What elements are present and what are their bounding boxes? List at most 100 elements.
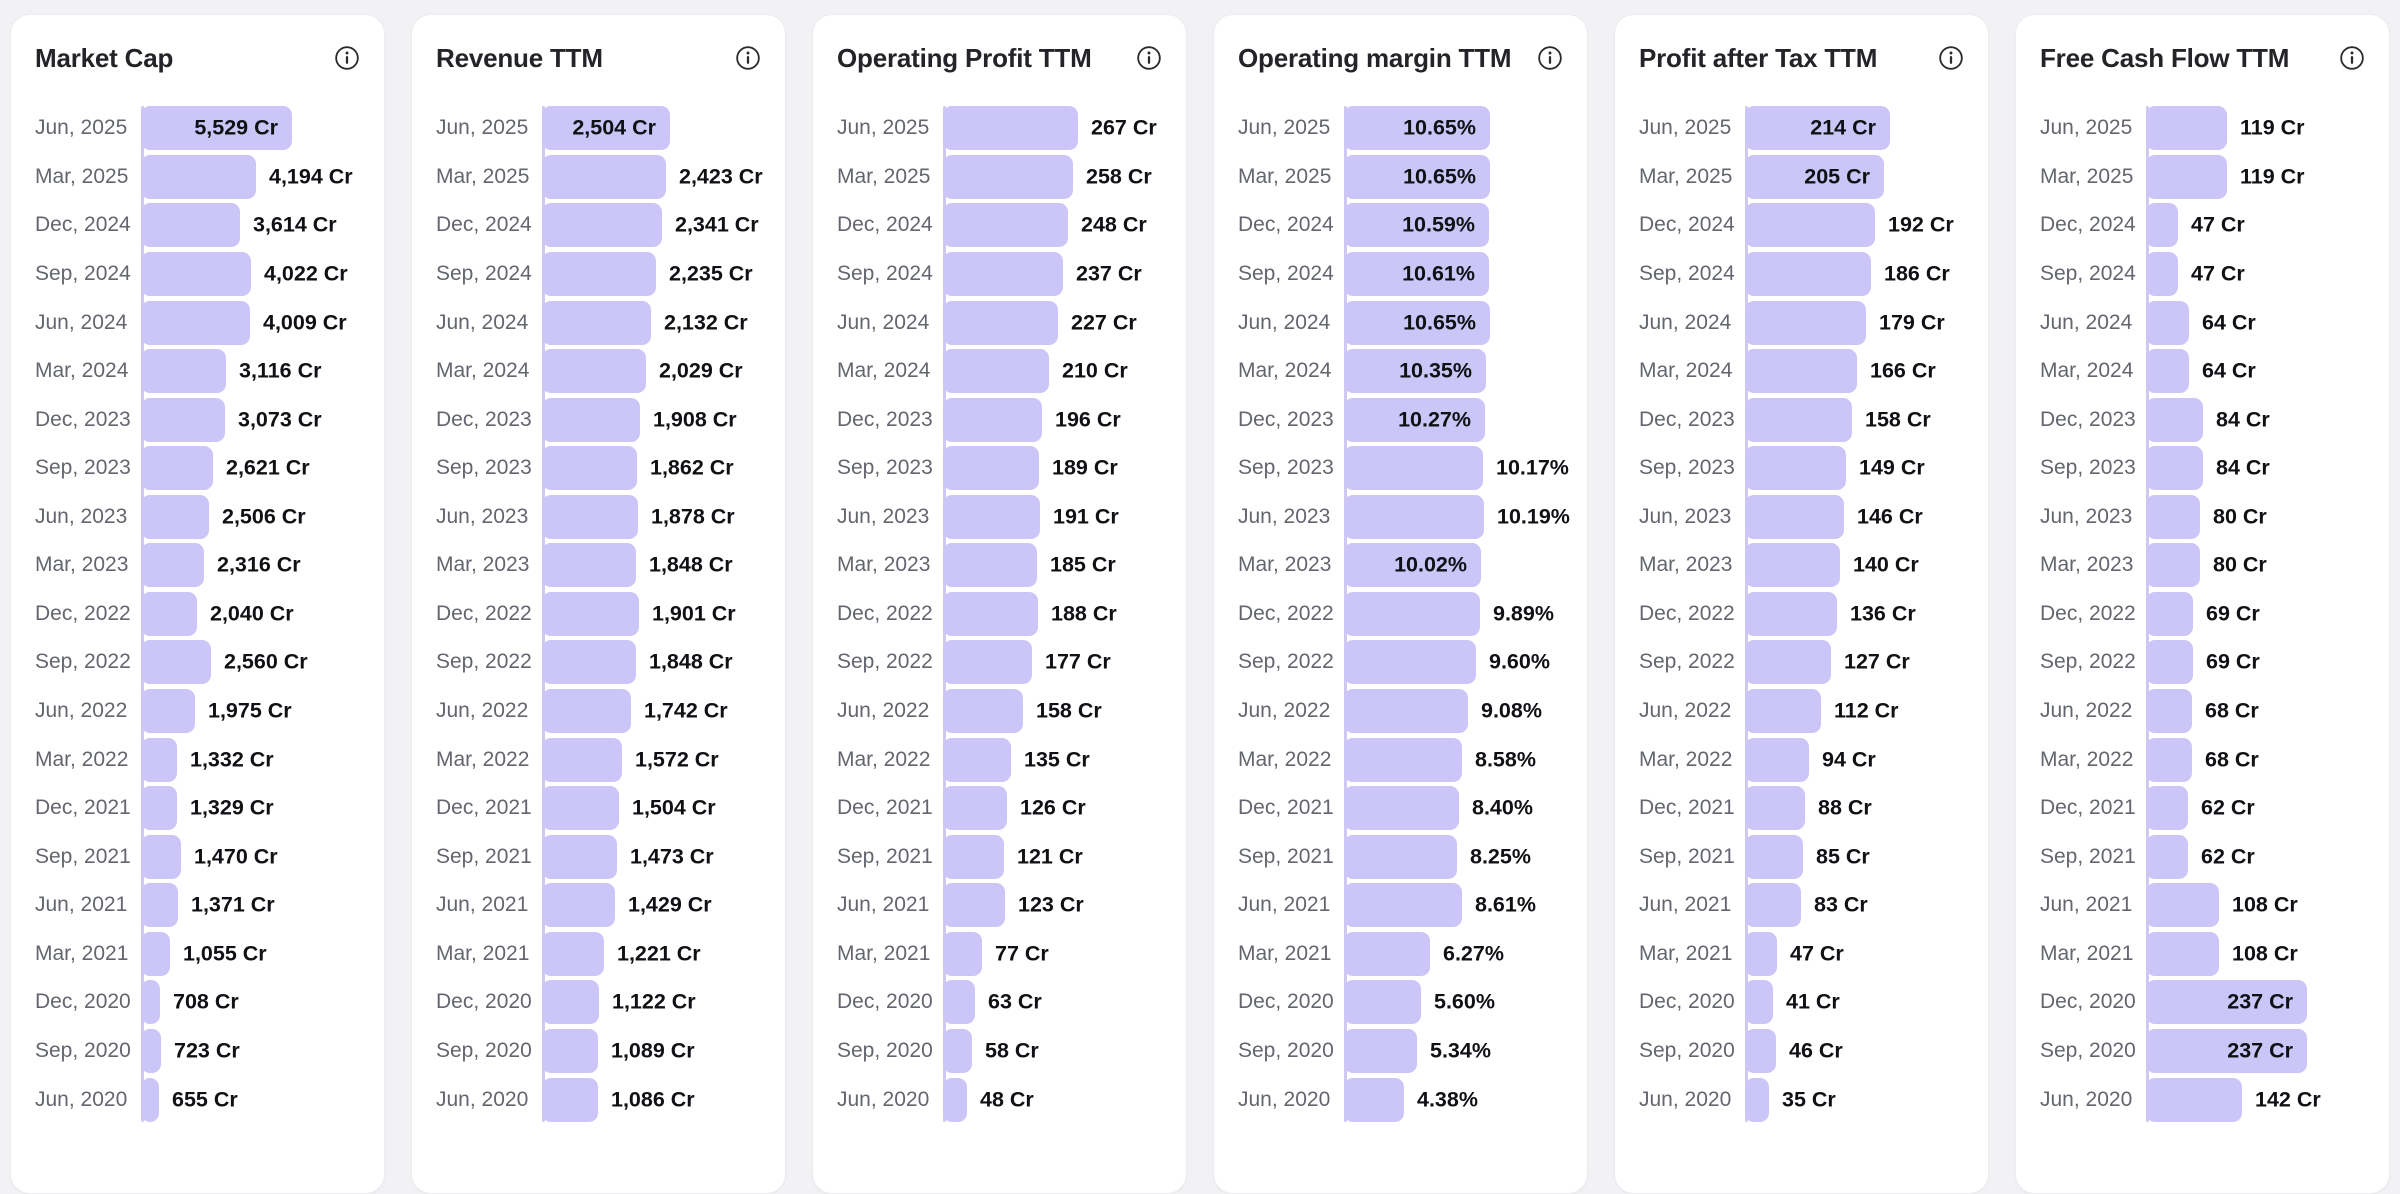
value-bar[interactable]: [1344, 494, 1484, 539]
value-bar[interactable]: [542, 251, 656, 296]
value-bar[interactable]: [141, 446, 213, 491]
value-bar[interactable]: [1344, 106, 1490, 151]
value-bar[interactable]: [2146, 1028, 2307, 1073]
value-bar[interactable]: [1745, 689, 1821, 734]
value-bar[interactable]: [2146, 1077, 2242, 1122]
value-bar[interactable]: [2146, 689, 2192, 734]
value-bar[interactable]: [1344, 203, 1489, 248]
value-bar[interactable]: [2146, 494, 2200, 539]
value-bar[interactable]: [542, 689, 631, 734]
value-bar[interactable]: [542, 931, 604, 976]
value-bar[interactable]: [542, 1028, 598, 1073]
value-bar[interactable]: [542, 397, 640, 442]
value-bar[interactable]: [542, 106, 670, 151]
value-bar[interactable]: [141, 834, 181, 879]
value-bar[interactable]: [542, 300, 651, 345]
value-bar[interactable]: [943, 251, 1063, 296]
value-bar[interactable]: [1344, 300, 1490, 345]
value-bar[interactable]: [2146, 834, 2188, 879]
value-bar[interactable]: [1745, 640, 1831, 685]
info-icon[interactable]: [1537, 45, 1563, 71]
value-bar[interactable]: [2146, 786, 2188, 831]
value-bar[interactable]: [141, 1028, 161, 1073]
value-bar[interactable]: [1745, 834, 1803, 879]
value-bar[interactable]: [943, 494, 1040, 539]
value-bar[interactable]: [1745, 300, 1866, 345]
value-bar[interactable]: [1745, 543, 1840, 588]
value-bar[interactable]: [141, 737, 177, 782]
value-bar[interactable]: [1344, 154, 1490, 199]
value-bar[interactable]: [141, 543, 204, 588]
value-bar[interactable]: [141, 980, 160, 1025]
value-bar[interactable]: [141, 883, 178, 928]
value-bar[interactable]: [943, 106, 1078, 151]
value-bar[interactable]: [943, 883, 1005, 928]
value-bar[interactable]: [1344, 446, 1483, 491]
value-bar[interactable]: [141, 640, 211, 685]
value-bar[interactable]: [542, 737, 622, 782]
value-bar[interactable]: [141, 397, 225, 442]
value-bar[interactable]: [943, 591, 1038, 636]
value-bar[interactable]: [943, 1077, 967, 1122]
value-bar[interactable]: [1745, 494, 1844, 539]
value-bar[interactable]: [943, 397, 1042, 442]
value-bar[interactable]: [1745, 786, 1805, 831]
value-bar[interactable]: [141, 203, 240, 248]
value-bar[interactable]: [542, 494, 638, 539]
value-bar[interactable]: [1344, 1028, 1417, 1073]
value-bar[interactable]: [1745, 251, 1871, 296]
value-bar[interactable]: [1745, 591, 1837, 636]
value-bar[interactable]: [1745, 883, 1801, 928]
value-bar[interactable]: [1344, 397, 1485, 442]
value-bar[interactable]: [2146, 397, 2203, 442]
value-bar[interactable]: [943, 640, 1032, 685]
value-bar[interactable]: [943, 300, 1058, 345]
value-bar[interactable]: [141, 300, 250, 345]
value-bar[interactable]: [2146, 106, 2227, 151]
info-icon[interactable]: [1136, 45, 1162, 71]
value-bar[interactable]: [1745, 446, 1846, 491]
value-bar[interactable]: [2146, 591, 2193, 636]
value-bar[interactable]: [2146, 300, 2189, 345]
value-bar[interactable]: [141, 494, 209, 539]
value-bar[interactable]: [1745, 931, 1777, 976]
value-bar[interactable]: [943, 931, 982, 976]
value-bar[interactable]: [141, 154, 256, 199]
value-bar[interactable]: [542, 446, 637, 491]
value-bar[interactable]: [943, 154, 1073, 199]
value-bar[interactable]: [943, 980, 975, 1025]
value-bar[interactable]: [943, 737, 1011, 782]
value-bar[interactable]: [542, 834, 617, 879]
value-bar[interactable]: [1745, 154, 1884, 199]
value-bar[interactable]: [542, 1077, 598, 1122]
value-bar[interactable]: [542, 980, 599, 1025]
value-bar[interactable]: [1344, 980, 1421, 1025]
value-bar[interactable]: [2146, 640, 2193, 685]
value-bar[interactable]: [1745, 349, 1857, 394]
info-icon[interactable]: [735, 45, 761, 71]
value-bar[interactable]: [542, 591, 639, 636]
value-bar[interactable]: [141, 689, 195, 734]
info-icon[interactable]: [1938, 45, 1964, 71]
value-bar[interactable]: [1344, 689, 1468, 734]
info-icon[interactable]: [2339, 45, 2365, 71]
value-bar[interactable]: [2146, 203, 2178, 248]
value-bar[interactable]: [943, 1028, 972, 1073]
value-bar[interactable]: [2146, 980, 2307, 1025]
value-bar[interactable]: [943, 543, 1037, 588]
value-bar[interactable]: [2146, 737, 2192, 782]
value-bar[interactable]: [1745, 737, 1809, 782]
value-bar[interactable]: [141, 591, 197, 636]
value-bar[interactable]: [1745, 203, 1875, 248]
value-bar[interactable]: [1344, 931, 1430, 976]
value-bar[interactable]: [943, 689, 1023, 734]
value-bar[interactable]: [542, 543, 636, 588]
value-bar[interactable]: [1745, 106, 1890, 151]
value-bar[interactable]: [1745, 1028, 1776, 1073]
value-bar[interactable]: [2146, 543, 2200, 588]
value-bar[interactable]: [1344, 349, 1486, 394]
value-bar[interactable]: [542, 883, 615, 928]
value-bar[interactable]: [2146, 251, 2178, 296]
value-bar[interactable]: [542, 203, 662, 248]
value-bar[interactable]: [542, 640, 636, 685]
